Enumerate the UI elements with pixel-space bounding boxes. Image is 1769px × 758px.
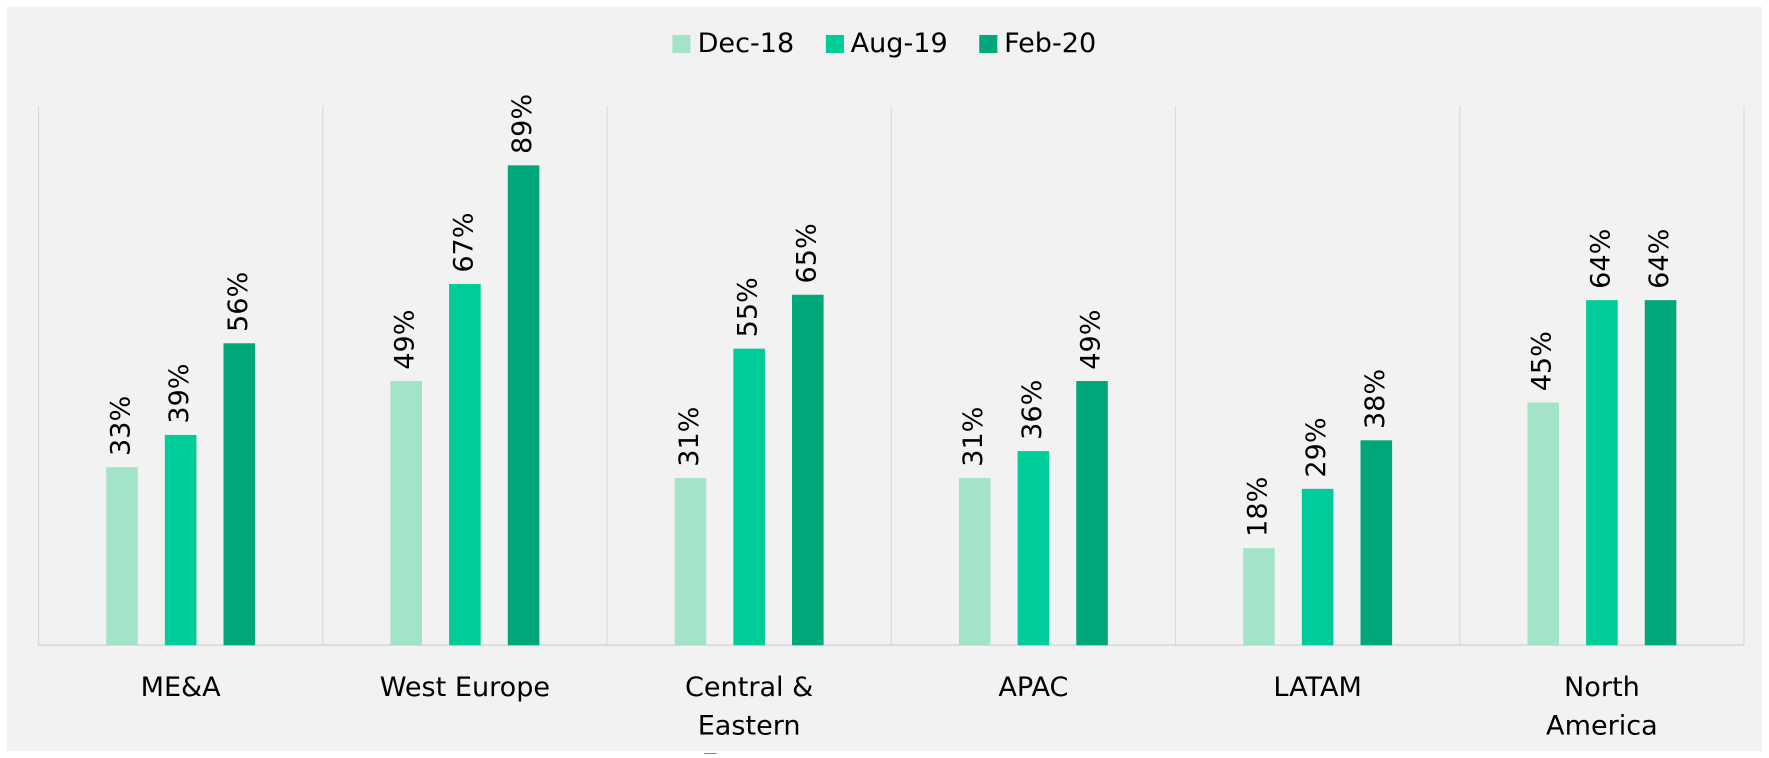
data-label: 49%	[1076, 310, 1107, 370]
x-tick-label-box: North America	[1546, 671, 1658, 742]
x-tick-label: Central & Eastern Europe	[684, 671, 814, 753]
data-label: 33%	[105, 396, 136, 456]
data-label: 89%	[507, 94, 538, 154]
data-label: 67%	[448, 213, 479, 273]
bar	[674, 478, 707, 646]
bar	[390, 381, 423, 646]
legend-box: Dec-18 Aug-19 Feb-20	[0, 27, 1769, 59]
x-tick-label-box: LATAM	[1273, 671, 1362, 703]
bar	[1586, 300, 1618, 646]
bar	[958, 478, 991, 646]
data-label: 29%	[1301, 417, 1332, 477]
x-tick-label: LATAM	[1273, 671, 1362, 703]
x-tick-label-box: West Europe	[379, 671, 551, 703]
data-label: 64%	[1585, 229, 1616, 289]
data-label: 31%	[958, 407, 989, 467]
x-tick-label-box: ME&A	[140, 671, 221, 703]
x-tick-label: ME&A	[140, 671, 221, 703]
data-label: 36%	[1017, 380, 1048, 440]
legend-label: Aug-19	[850, 27, 948, 59]
bar	[449, 283, 481, 646]
legend-label: Feb-20	[1004, 27, 1097, 59]
bar	[1360, 440, 1393, 646]
bar	[1527, 402, 1560, 646]
data-label: 56%	[223, 272, 254, 332]
x-tick-label: APAC	[998, 671, 1069, 703]
bar	[733, 348, 765, 646]
bar	[1301, 488, 1334, 646]
legend-item: Aug-19	[825, 27, 948, 59]
data-label: 45%	[1527, 331, 1558, 391]
data-label: 18%	[1242, 477, 1273, 537]
bar	[1076, 381, 1108, 646]
bar	[106, 467, 138, 646]
chart-background	[6, 6, 1763, 752]
x-tick-label-box: APAC	[998, 671, 1069, 703]
data-label: 64%	[1644, 229, 1675, 289]
data-label: 38%	[1360, 369, 1391, 429]
legend-swatch	[979, 34, 998, 54]
legend-item: Feb-20	[979, 27, 1096, 59]
legend-swatch	[672, 34, 691, 54]
data-label: 31%	[674, 407, 705, 467]
x-tick-label-box: Central & Eastern Europe	[684, 671, 814, 753]
legend-item: Dec-18	[672, 27, 795, 59]
data-label: 65%	[791, 223, 822, 283]
bar	[1017, 451, 1050, 646]
x-tick-label: West Europe	[379, 671, 551, 703]
legend: Dec-18 Aug-19 Feb-20	[0, 27, 1769, 59]
legend-label: Dec-18	[697, 27, 795, 59]
data-label: 49%	[390, 310, 421, 370]
bar	[1243, 548, 1275, 646]
bar	[792, 294, 824, 646]
bar	[1644, 300, 1677, 646]
bar	[507, 165, 540, 646]
x-tick-label: North America	[1546, 671, 1658, 742]
legend-swatch	[825, 34, 844, 54]
bar	[164, 434, 197, 646]
data-label: 39%	[164, 363, 195, 423]
bar	[223, 343, 256, 646]
data-label: 55%	[733, 277, 764, 337]
